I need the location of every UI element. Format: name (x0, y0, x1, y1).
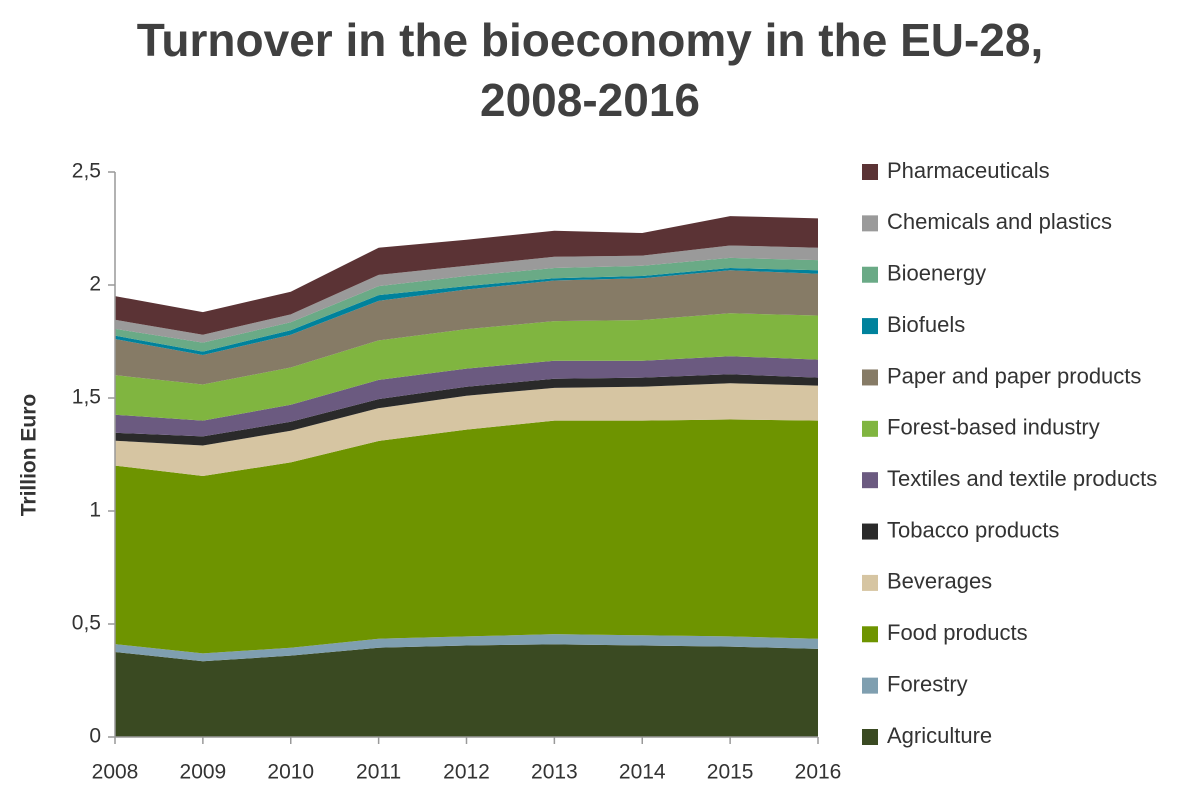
legend-swatch (862, 215, 878, 232)
area (115, 374, 818, 446)
legend-label: Food products (887, 620, 1028, 645)
legend-swatch (862, 472, 878, 489)
area (115, 245, 818, 343)
legend-label: Biofuels (887, 312, 965, 337)
x-tick-label: 2014 (619, 761, 666, 782)
legend-label: Textiles and textile products (887, 466, 1157, 491)
legend-swatch (862, 318, 878, 335)
legend-label: Beverages (887, 569, 992, 594)
chart-title: 2008-2016 (480, 74, 700, 126)
legend-label: Forestry (887, 671, 968, 696)
legend-swatch (862, 369, 878, 386)
legend-swatch (862, 677, 878, 694)
area (115, 216, 818, 335)
area (115, 268, 818, 356)
area (115, 644, 818, 737)
legend-label: Paper and paper products (887, 363, 1141, 388)
area (115, 270, 818, 385)
x-tick-label: 2013 (531, 761, 578, 782)
legend-swatch (862, 420, 878, 437)
y-tick-label: 0 (89, 725, 101, 748)
x-tick-label: 2010 (267, 761, 314, 782)
legend-label: Bioenergy (887, 261, 986, 286)
area (115, 257, 818, 352)
legend-swatch (862, 523, 878, 540)
legend-swatch (862, 266, 878, 283)
legend-label: Agriculture (887, 723, 992, 748)
y-tick-label: 2 (89, 273, 101, 296)
legend-label: Forest-based industry (887, 415, 1100, 440)
legend-label: Pharmaceuticals (887, 158, 1050, 183)
x-tick-label: 2015 (707, 761, 754, 782)
y-tick-label: 0,5 (72, 612, 101, 635)
area (115, 419, 818, 654)
area (115, 383, 818, 476)
x-tick-label: 2016 (795, 761, 842, 782)
y-tick-label: 2,5 (72, 160, 101, 183)
legend-swatch (862, 574, 878, 591)
area (115, 634, 818, 662)
legend-swatch (862, 626, 878, 643)
x-tick-label: 2012 (443, 761, 490, 782)
legend-swatch (862, 164, 878, 180)
legend-swatch (862, 729, 878, 745)
area (115, 356, 818, 437)
y-axis-label: Trillion Euro (18, 394, 41, 517)
legend-label: Tobacco products (887, 517, 1059, 542)
legend-label: Chemicals and plastics (887, 209, 1112, 234)
x-tick-label: 2008 (92, 761, 139, 782)
x-tick-label: 2011 (356, 761, 401, 782)
y-tick-label: 1 (89, 499, 101, 522)
chart-title: Turnover in the bioeconomy in the EU-28, (137, 14, 1043, 66)
area (115, 313, 818, 421)
y-tick-label: 1,5 (72, 386, 101, 409)
x-tick-label: 2009 (180, 761, 227, 782)
